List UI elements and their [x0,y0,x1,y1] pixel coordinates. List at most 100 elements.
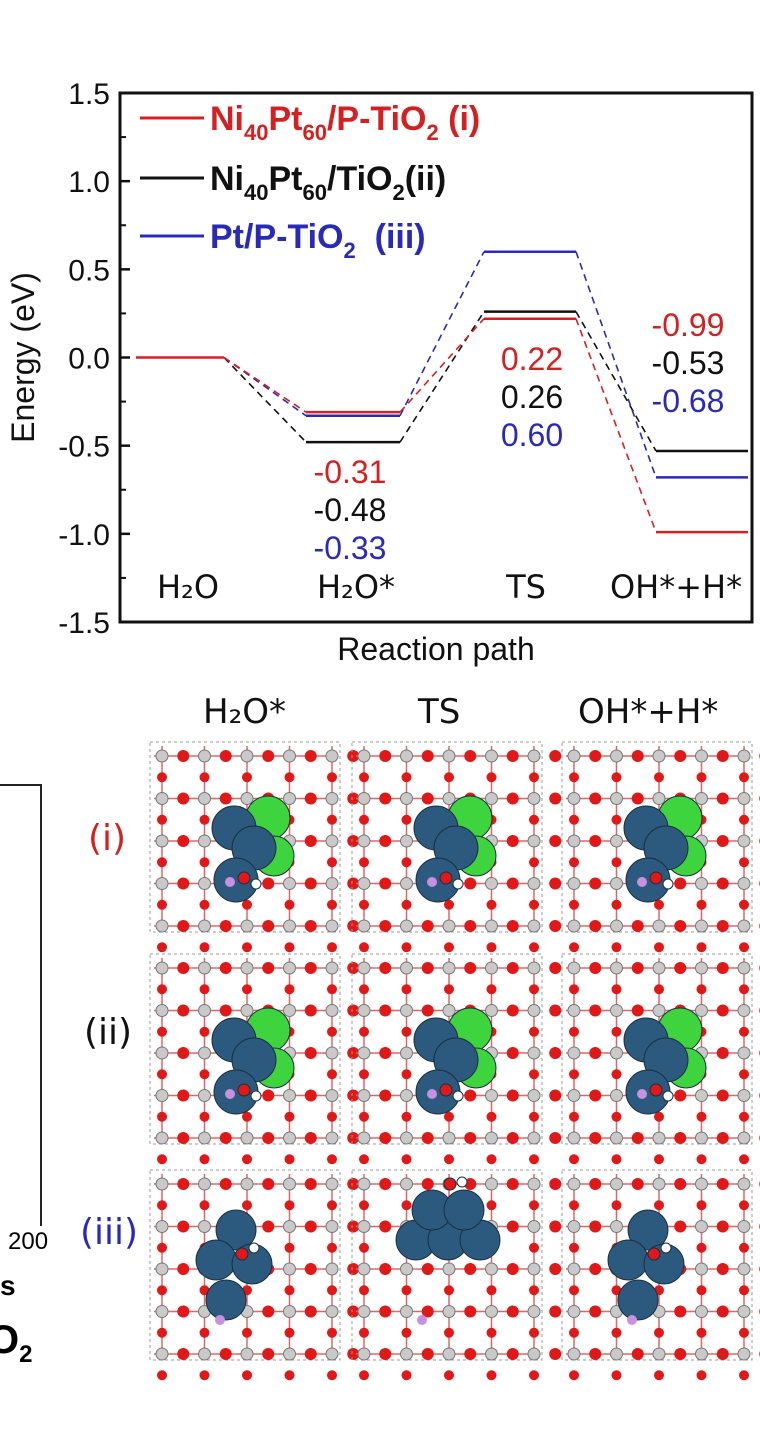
o-atom [444,942,454,953]
ti-atom [442,1347,456,1361]
o-atom [739,1111,749,1122]
o-atom [549,1178,562,1190]
o-atom [486,984,497,995]
o-atom [739,857,749,868]
o-atom [529,1327,539,1338]
o-atom [569,1026,579,1037]
ti-atom [527,1177,541,1191]
o-atom [379,1263,392,1275]
ti-atom [240,1177,254,1191]
o-atom [421,920,434,932]
o-atom [199,814,210,825]
o-atom [359,1111,369,1122]
o-atom [379,792,392,805]
o-atom [569,1242,579,1253]
legend-entry: Ni40Pt60/TiO2(ii) [210,160,446,205]
o-atom [631,1132,644,1144]
o-atom [696,1200,707,1211]
o-atom [569,1327,579,1338]
o-atom [739,814,749,825]
o-atom [549,1305,562,1318]
o-atom [611,899,622,910]
ti-atom [155,1089,169,1102]
o-atom [379,1004,392,1017]
ti-atom [485,1262,498,1276]
ti-atom [198,834,211,848]
o-atom [444,1370,454,1381]
ti-atom [610,1131,623,1145]
o-atom [696,899,707,910]
ti-atom [400,1004,413,1017]
o-atom [379,877,392,890]
p-atom [225,877,235,887]
o-atom [379,962,392,974]
ti-atom [325,1347,339,1361]
ti-atom [442,1004,456,1017]
o-atom [284,1200,295,1211]
o-atom [304,1263,317,1275]
ti-atom [652,919,666,933]
ti-atom [442,1131,456,1145]
o-atom [569,1200,579,1211]
o-atom [262,1132,275,1144]
o-atom [304,1220,317,1233]
o-atom [649,871,663,885]
o-atom [359,1069,369,1080]
ti-atom [485,961,498,975]
o-atom [401,1327,412,1338]
h-atom [662,1090,674,1102]
data-label-ts: 0.26 [501,379,563,415]
ti-atom [198,919,211,933]
o-atom [199,899,210,910]
ti-atom [357,749,371,763]
o-atom [304,1178,317,1190]
o-atom [549,962,562,974]
o-atom [716,1348,729,1360]
o-atom [549,1132,562,1144]
o-atom [379,1220,392,1233]
data-label-ts: 0.60 [501,417,563,453]
ti-atom [527,961,541,975]
ti-atom [155,1305,169,1318]
o-atom [716,920,729,932]
o-atom [716,877,729,890]
o-atom [347,1263,360,1275]
ti-atom [737,877,751,890]
o-atom [569,942,579,953]
x-axis-label: Reaction path [337,631,534,667]
o-atom [716,1004,729,1017]
ti-atom [325,834,339,848]
o-atom [284,942,295,953]
o-atom [401,772,412,783]
o-atom [242,1154,252,1165]
y-tick-label: 0.0 [68,343,110,376]
ti-atom [695,792,708,805]
o-atom [347,1047,360,1059]
o-atom [347,750,360,762]
o-atom [304,792,317,805]
data-label-h2o-star: -0.48 [314,492,387,528]
o-atom [549,1047,562,1059]
o-atom [219,1178,232,1190]
o-atom [304,1305,317,1318]
o-atom [506,750,519,762]
o-atom [199,1026,210,1037]
ti-atom [325,1220,339,1233]
o-atom [739,984,749,995]
adjacent-text-o2: O2 [0,1318,32,1369]
y-tick-label: -0.5 [58,431,110,464]
o-atom [327,1111,337,1122]
data-label-h2o-star: -0.33 [314,530,387,566]
o-atom [237,871,251,885]
o-atom [529,1069,539,1080]
o-atom [327,1069,337,1080]
ti-atom [567,1046,581,1060]
o-atom [506,835,519,847]
o-atom [359,814,369,825]
o-atom [177,835,190,847]
ti-atom [737,919,751,933]
o-atom [401,984,412,995]
adjacent-o-sub: 2 [19,1341,33,1368]
o-atom [327,1200,337,1211]
o-atom [157,1069,167,1080]
